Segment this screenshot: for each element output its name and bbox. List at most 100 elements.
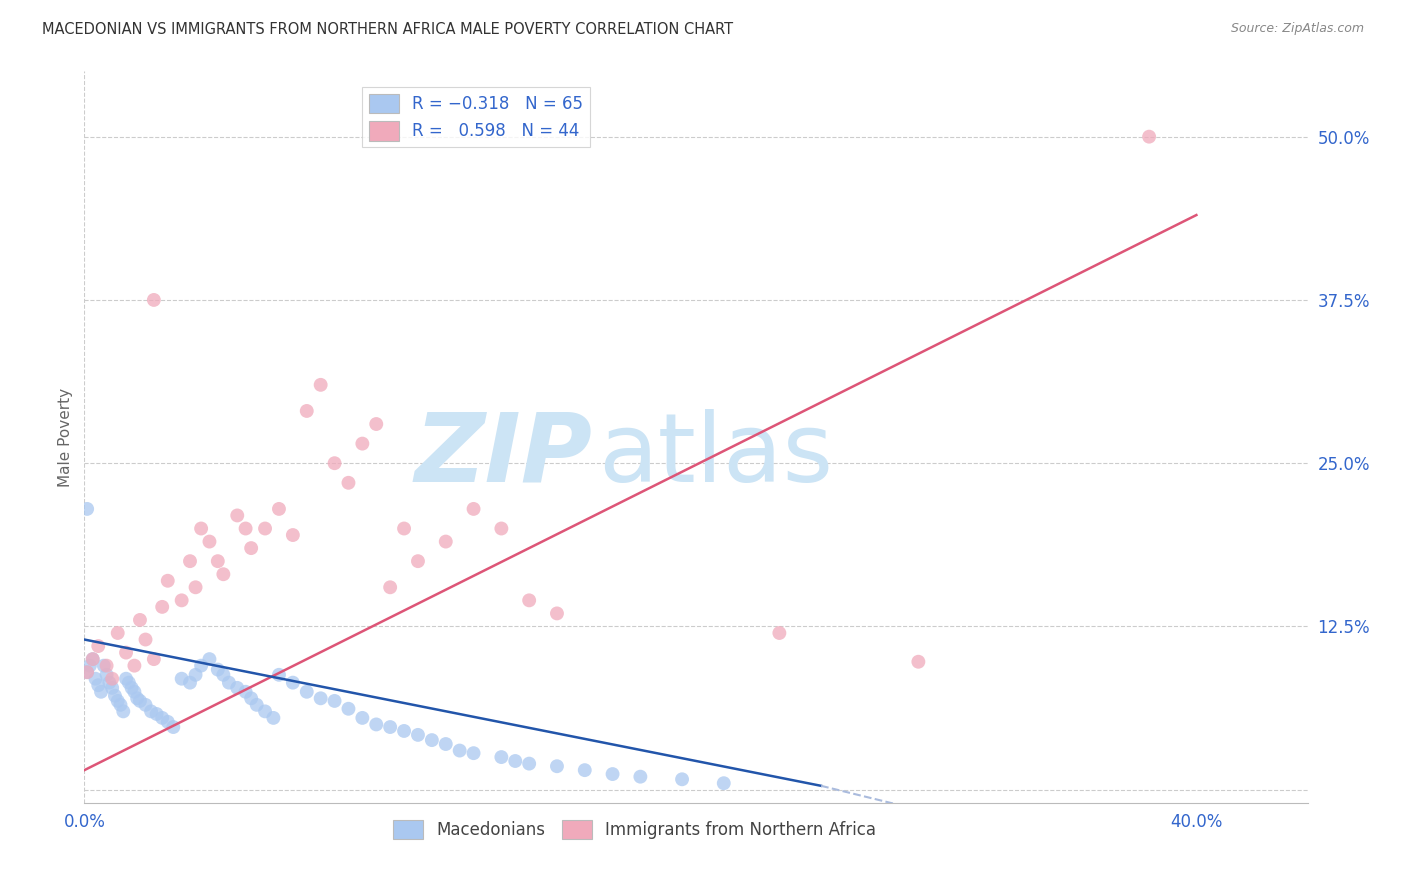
Point — [218, 675, 240, 690]
Text: ZIP: ZIP — [415, 409, 592, 502]
Point — [323, 456, 346, 470]
Point — [107, 626, 129, 640]
Point — [162, 720, 184, 734]
Point — [170, 672, 193, 686]
Point — [671, 772, 693, 787]
Point — [366, 417, 388, 431]
Point — [295, 404, 318, 418]
Y-axis label: Male Poverty: Male Poverty — [58, 387, 73, 487]
Point — [127, 691, 149, 706]
Point — [628, 770, 651, 784]
Point — [574, 763, 596, 777]
Point — [115, 672, 138, 686]
Text: atlas: atlas — [598, 409, 834, 502]
Point — [179, 675, 201, 690]
Point — [150, 711, 173, 725]
Point — [87, 678, 110, 692]
Point — [101, 681, 124, 695]
Point — [142, 293, 165, 307]
Point — [392, 723, 415, 738]
Point — [491, 521, 513, 535]
Point — [420, 733, 443, 747]
Point — [309, 691, 332, 706]
Point — [104, 689, 127, 703]
Point — [517, 756, 540, 771]
Point — [156, 714, 179, 729]
Text: MACEDONIAN VS IMMIGRANTS FROM NORTHERN AFRICA MALE POVERTY CORRELATION CHART: MACEDONIAN VS IMMIGRANTS FROM NORTHERN A… — [42, 22, 734, 37]
Point — [135, 632, 157, 647]
Point — [240, 691, 263, 706]
Point — [262, 711, 284, 725]
Point — [309, 377, 332, 392]
Point — [392, 521, 415, 535]
Point — [380, 580, 402, 594]
Point — [156, 574, 179, 588]
Point — [135, 698, 157, 712]
Point — [212, 667, 235, 682]
Point — [380, 720, 402, 734]
Point — [129, 613, 152, 627]
Point — [115, 646, 138, 660]
Point — [1137, 129, 1160, 144]
Point — [254, 705, 277, 719]
Point — [406, 554, 429, 568]
Point — [76, 665, 98, 680]
Point — [503, 754, 526, 768]
Point — [246, 698, 269, 712]
Point — [366, 717, 388, 731]
Point — [240, 541, 263, 555]
Point — [184, 667, 207, 682]
Point — [129, 694, 152, 708]
Point — [96, 667, 118, 682]
Point — [184, 580, 207, 594]
Point — [337, 702, 360, 716]
Point — [602, 767, 624, 781]
Point — [463, 502, 485, 516]
Point — [87, 639, 110, 653]
Point — [449, 743, 471, 757]
Point — [96, 658, 118, 673]
Point — [491, 750, 513, 764]
Point — [281, 675, 304, 690]
Point — [713, 776, 735, 790]
Point — [546, 607, 568, 621]
Point — [170, 593, 193, 607]
Point — [907, 655, 929, 669]
Point — [226, 681, 249, 695]
Point — [82, 652, 104, 666]
Point — [150, 599, 173, 614]
Point — [142, 652, 165, 666]
Point — [190, 521, 212, 535]
Point — [323, 694, 346, 708]
Point — [82, 652, 104, 666]
Point — [235, 685, 257, 699]
Point — [112, 705, 135, 719]
Point — [434, 737, 457, 751]
Point — [235, 521, 257, 535]
Legend: Macedonians, Immigrants from Northern Africa: Macedonians, Immigrants from Northern Af… — [387, 814, 883, 846]
Point — [352, 436, 374, 450]
Point — [207, 554, 229, 568]
Point — [118, 675, 141, 690]
Point — [110, 698, 132, 712]
Point — [198, 534, 221, 549]
Point — [463, 746, 485, 760]
Point — [434, 534, 457, 549]
Point — [93, 658, 115, 673]
Point — [179, 554, 201, 568]
Point — [101, 672, 124, 686]
Point — [76, 502, 98, 516]
Point — [768, 626, 790, 640]
Point — [139, 705, 162, 719]
Point — [267, 502, 290, 516]
Point — [190, 658, 212, 673]
Point — [281, 528, 304, 542]
Point — [546, 759, 568, 773]
Point — [352, 711, 374, 725]
Text: Source: ZipAtlas.com: Source: ZipAtlas.com — [1230, 22, 1364, 36]
Point — [124, 685, 146, 699]
Point — [406, 728, 429, 742]
Point — [145, 706, 167, 721]
Point — [84, 672, 107, 686]
Point — [295, 685, 318, 699]
